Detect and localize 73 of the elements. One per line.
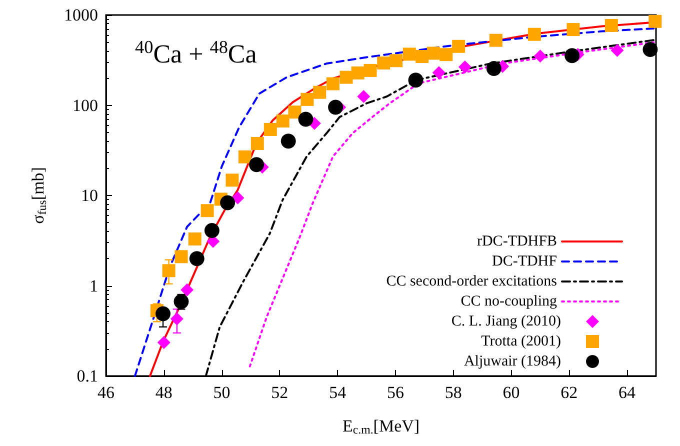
point bbox=[432, 66, 446, 80]
point bbox=[408, 72, 424, 88]
x-tick-label: 46 bbox=[98, 383, 114, 402]
point bbox=[642, 42, 658, 57]
point bbox=[264, 122, 277, 136]
y-tick-label: 1000 bbox=[64, 6, 98, 24]
y-axis-title: σfus[mb] bbox=[28, 167, 49, 224]
point bbox=[648, 14, 662, 28]
legend-label: rDC-TDHFB bbox=[476, 234, 557, 250]
x-tick-label: 58 bbox=[444, 383, 462, 402]
point bbox=[174, 250, 188, 264]
point bbox=[249, 157, 264, 172]
legend-label: CC second-order excitations bbox=[386, 274, 558, 290]
point bbox=[416, 50, 429, 63]
point bbox=[440, 48, 453, 62]
point bbox=[288, 106, 302, 119]
point bbox=[402, 48, 416, 61]
point bbox=[157, 336, 170, 350]
point bbox=[280, 134, 296, 149]
legend-label: DC-TDHF bbox=[492, 254, 557, 270]
point bbox=[328, 100, 344, 115]
point bbox=[377, 56, 390, 70]
point bbox=[298, 112, 314, 127]
point bbox=[276, 114, 290, 128]
point bbox=[534, 50, 547, 63]
point bbox=[604, 18, 618, 32]
point bbox=[170, 312, 184, 326]
point bbox=[231, 191, 244, 204]
point bbox=[226, 174, 239, 187]
point bbox=[564, 48, 580, 64]
point bbox=[200, 204, 214, 218]
point bbox=[390, 54, 403, 68]
point bbox=[174, 294, 189, 309]
point bbox=[220, 195, 236, 210]
point bbox=[326, 77, 340, 90]
x-tick-label: 52 bbox=[271, 383, 288, 402]
y-tick-label: 0.1 bbox=[76, 366, 98, 386]
point bbox=[566, 23, 580, 36]
point bbox=[528, 28, 541, 41]
point bbox=[188, 232, 202, 246]
point bbox=[313, 86, 326, 99]
point bbox=[364, 64, 377, 77]
legend-label: CC no-coupling bbox=[460, 294, 558, 310]
y-tick-label: 1 bbox=[90, 276, 98, 296]
point bbox=[238, 150, 252, 164]
y-tick-label: 10 bbox=[81, 186, 98, 205]
point bbox=[340, 70, 353, 84]
x-tick-label: 56 bbox=[386, 383, 404, 402]
point bbox=[610, 44, 624, 57]
x-tick-label: 54 bbox=[329, 383, 347, 402]
point bbox=[300, 92, 314, 106]
point bbox=[351, 66, 364, 80]
point bbox=[486, 61, 502, 76]
x-tick-label: 50 bbox=[213, 383, 230, 402]
point bbox=[452, 40, 466, 53]
point bbox=[426, 46, 440, 60]
x-tick-label: 64 bbox=[618, 383, 636, 402]
point bbox=[189, 251, 204, 266]
point bbox=[357, 90, 370, 104]
point bbox=[156, 306, 171, 322]
legend-label: Trotta (2001) bbox=[481, 334, 561, 350]
point bbox=[204, 222, 220, 238]
x-tick-label: 48 bbox=[155, 383, 172, 402]
x-tick-label: 60 bbox=[502, 383, 520, 402]
y-tick-label: 100 bbox=[72, 96, 98, 115]
point bbox=[162, 264, 176, 278]
point bbox=[489, 34, 502, 47]
point bbox=[180, 283, 194, 296]
legend-label: C. L. Jiang (2010) bbox=[451, 314, 561, 330]
legend-label: Aljuwair (1984) bbox=[464, 354, 562, 370]
point bbox=[250, 136, 264, 150]
x-tick-label: 62 bbox=[560, 383, 578, 402]
point bbox=[458, 60, 472, 74]
